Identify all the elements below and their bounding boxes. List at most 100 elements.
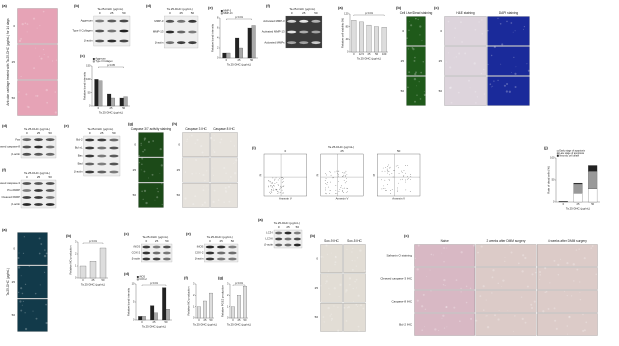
- bar: [223, 53, 227, 58]
- texture: [584, 257, 586, 259]
- texture: [477, 252, 479, 254]
- event-dot: [341, 186, 342, 187]
- texture: [213, 175, 214, 176]
- row-label: 25: [177, 168, 181, 172]
- event-dot: [398, 183, 399, 184]
- band-label: Cleaved caspase-8: [0, 145, 20, 149]
- texture: [516, 66, 517, 67]
- x-axis-label: Ta.25-DHC (μg/mL): [99, 111, 123, 115]
- panel-label: (i): [252, 145, 256, 150]
- band: [163, 258, 171, 261]
- x-axis-label: Annexin V: [279, 197, 292, 201]
- band: [294, 244, 301, 247]
- micrograph: [537, 314, 597, 336]
- event-dot: [272, 187, 273, 188]
- texture: [196, 173, 197, 174]
- x-axis-label: Ta.25-DHC (μg/mL): [81, 283, 105, 287]
- annotation: p<0.01: [365, 11, 374, 15]
- texture: [542, 310, 544, 312]
- texture: [514, 73, 516, 75]
- texture: [161, 164, 163, 166]
- event-dot: [347, 174, 348, 175]
- micrograph: [183, 183, 210, 207]
- texture: [352, 248, 353, 249]
- event-dot: [326, 178, 327, 179]
- texture: [475, 29, 477, 31]
- texture: [445, 306, 447, 308]
- event-dot: [330, 172, 331, 173]
- texture: [531, 273, 533, 275]
- panel-label: (g): [128, 121, 134, 126]
- band-label: β-actin: [12, 152, 21, 156]
- band: [109, 163, 118, 166]
- texture: [234, 145, 236, 147]
- event-dot: [274, 186, 275, 187]
- event-dot: [327, 182, 328, 183]
- micrograph: [407, 77, 426, 106]
- texture: [148, 177, 149, 178]
- event-dot: [277, 182, 278, 183]
- texture: [511, 252, 513, 254]
- texture: [199, 173, 200, 174]
- bar: [243, 286, 247, 318]
- y-axis-label: Relative band intensity: [211, 23, 215, 52]
- texture: [481, 245, 483, 247]
- bar: [226, 53, 230, 58]
- event-dot: [404, 170, 405, 171]
- x-axis-label: Ta.25-DHC (μg/mL): [357, 57, 381, 61]
- texture: [544, 267, 546, 269]
- texture: [573, 280, 574, 281]
- texture: [433, 254, 434, 255]
- event-dot: [389, 180, 390, 181]
- texture: [21, 275, 22, 276]
- event-dot: [279, 189, 280, 190]
- row-label: Bcl-2 IHC: [399, 322, 413, 326]
- event-dot: [393, 170, 394, 171]
- x-axis-label: Ta.25-DHC (μg/mL): [227, 323, 251, 327]
- texture: [571, 295, 572, 296]
- x-axis-label: Ta.25-DHC (μg/mL): [193, 323, 217, 327]
- row-label: 25: [12, 60, 16, 64]
- band: [46, 182, 55, 185]
- annotation: p<0.05: [107, 63, 116, 67]
- micrograph: [476, 245, 536, 267]
- band: [22, 196, 31, 199]
- texture: [566, 262, 568, 264]
- lane-label: 0: [291, 11, 293, 15]
- lane-label: 25: [110, 11, 114, 15]
- band-label: COX-2: [195, 251, 204, 255]
- event-dot: [390, 167, 391, 168]
- bar: [95, 79, 99, 106]
- texture: [458, 17, 459, 18]
- band-label: β-actin: [12, 202, 21, 206]
- x-tick-label: 12.5: [359, 52, 365, 56]
- texture: [487, 326, 489, 328]
- texture: [37, 28, 38, 29]
- texture: [25, 93, 27, 95]
- texture: [36, 318, 38, 320]
- texture: [331, 314, 332, 315]
- texture: [223, 167, 225, 169]
- event-dot: [273, 185, 274, 186]
- texture: [579, 292, 580, 293]
- x-axis-label: Ta.25-DHC (μg/mL): [566, 207, 590, 211]
- texture: [185, 171, 186, 172]
- y-tick-label: 1: [75, 264, 77, 268]
- y-tick-label: 8: [217, 16, 219, 20]
- event-dot: [278, 184, 279, 185]
- texture: [39, 237, 41, 239]
- texture: [23, 301, 24, 302]
- micrograph: [139, 133, 164, 157]
- row-label: 0: [134, 142, 136, 146]
- texture: [486, 300, 487, 301]
- bar: [235, 38, 239, 58]
- texture: [461, 41, 463, 43]
- bar: [359, 22, 364, 52]
- panel-label: (d): [2, 123, 8, 128]
- texture: [325, 244, 327, 246]
- texture: [20, 310, 22, 312]
- texture: [423, 294, 425, 296]
- texture: [162, 204, 163, 205]
- texture: [33, 67, 35, 69]
- band: [34, 189, 43, 192]
